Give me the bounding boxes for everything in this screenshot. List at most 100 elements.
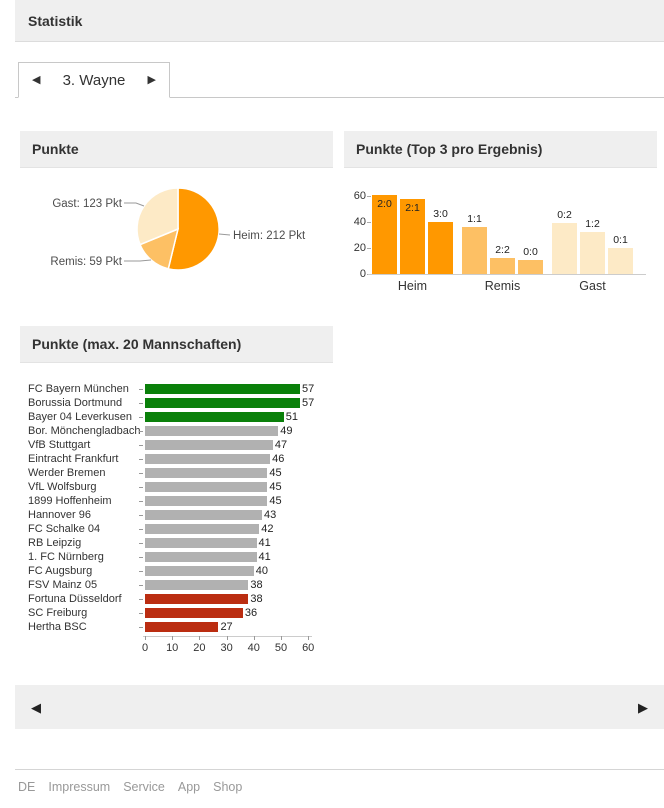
charts-row: Punkte Heim: 212 Pkt Remis: 59 Pkt Gast: 1… <box>20 131 664 312</box>
y-tick-label: 0 <box>359 268 366 280</box>
pager-bar: ◀ ▶ <box>15 685 664 729</box>
x-tick <box>172 636 174 640</box>
team-value-label: 38 <box>250 578 263 591</box>
category-tick <box>139 431 143 432</box>
footer-link-service[interactable]: Service <box>123 780 165 794</box>
footer-link-shop[interactable]: Shop <box>213 780 243 794</box>
team-value-label: 43 <box>263 508 277 521</box>
team-bar <box>145 412 284 422</box>
pager-prev-icon[interactable]: ◀ <box>31 699 41 715</box>
category-tick <box>139 487 143 488</box>
team-bar <box>145 454 271 464</box>
x-tick <box>308 636 310 640</box>
bar-remis-2:2 <box>490 258 515 274</box>
pie-label-line <box>124 202 145 207</box>
top3-bar-chart: 0 20 40 60 2:0 2:1 3:0 Heim 1:1 2:2 0:0 Remis 0:2 1:2… <box>344 182 657 306</box>
panel-teams: Punkte (max. 20 Mannschaften) FC Bayern … <box>20 326 333 659</box>
team-value-label: 49 <box>280 424 293 437</box>
panel-punkte: Punkte Heim: 212 Pkt Remis: 59 Pkt Gast: 1… <box>20 131 333 312</box>
tab-next-icon[interactable]: ▶ <box>147 73 156 86</box>
category-tick <box>139 571 143 572</box>
team-bar <box>145 384 301 394</box>
footer-link-app[interactable]: App <box>177 780 201 794</box>
team-label: FC Schalke 04 <box>28 522 101 535</box>
bar-gast-0:2 <box>552 223 577 274</box>
team-label: VfL Wolfsburg <box>28 480 97 493</box>
y-tick-label: 20 <box>353 242 366 254</box>
teams-bar-chart: FC Bayern München 57 Borussia Dortmund 57 Ba… <box>20 363 333 659</box>
x-axis-line <box>143 636 313 637</box>
category-tick <box>139 417 143 418</box>
x-axis-line <box>368 274 646 275</box>
team-value-label: 40 <box>255 564 269 577</box>
team-bar <box>145 622 219 632</box>
pie-slice-gast <box>136 187 179 246</box>
panel-top3-title: Punkte (Top 3 pro Ergebnis) <box>356 141 543 157</box>
y-tick <box>367 248 371 249</box>
bar-value-label: 2:1 <box>405 201 420 214</box>
y-tick-label: 60 <box>353 190 366 202</box>
bar-heim-2:0 <box>372 194 397 274</box>
team-bar <box>145 552 257 562</box>
y-tick <box>367 196 371 197</box>
panel-punkte-title: Punkte <box>32 141 79 157</box>
footer-link-de[interactable]: DE <box>18 780 36 794</box>
team-label: 1. FC Nürnberg <box>28 550 104 563</box>
category-tick <box>139 529 143 530</box>
pie-chart-svg: Heim: 212 Pkt Remis: 59 Pkt Gast: 123 Pkt <box>50 187 306 271</box>
footer-links: DE Impressum Service App Shop <box>18 780 664 794</box>
team-bar <box>145 524 260 534</box>
team-bar <box>145 398 301 408</box>
x-group-label-gast: Gast <box>579 279 606 293</box>
team-label: FC Bayern München <box>28 382 129 395</box>
team-value-label: 57 <box>302 382 315 395</box>
team-value-label: 38 <box>250 592 263 605</box>
pie-label-gast: Gast: 123 Pkt <box>52 198 122 210</box>
x-tick <box>253 636 255 640</box>
team-label: RB Leipzig <box>28 536 82 549</box>
tab-prev-icon[interactable]: ◀ <box>32 73 41 86</box>
bar-value-label: 2:2 <box>495 244 510 257</box>
team-label: FC Augsburg <box>28 564 93 577</box>
bar-value-label: 1:2 <box>585 218 600 231</box>
team-bar <box>145 426 279 436</box>
team-value-label: 27 <box>220 620 233 633</box>
footer-link-impressum[interactable]: Impressum <box>48 780 111 794</box>
panel-top3-header: Punkte (Top 3 pro Ergebnis) <box>344 131 657 168</box>
team-label: SC Freiburg <box>28 606 88 619</box>
team-label: VfB Stuttgart <box>28 438 91 451</box>
team-bar <box>145 608 243 618</box>
team-value-label: 41 <box>258 536 271 549</box>
team-value-label: 41 <box>258 550 271 563</box>
pie-label-line <box>218 233 231 236</box>
bar-heim-3:0 <box>428 222 453 274</box>
category-tick <box>139 627 143 628</box>
team-bar <box>145 496 268 506</box>
y-tick <box>367 222 371 223</box>
category-tick <box>139 403 143 404</box>
team-bar <box>145 510 262 520</box>
team-label: FSV Mainz 05 <box>28 578 98 591</box>
tab-member[interactable]: ◀ 3. Wayne ▶ <box>18 62 170 98</box>
x-group-label-remis: Remis <box>484 279 521 293</box>
pie-label-heim: Heim: 212 Pkt <box>233 230 306 242</box>
x-group-label-heim: Heim <box>397 279 428 293</box>
pie-label-line <box>124 259 152 262</box>
team-label: Bayer 04 Leverkusen <box>28 410 132 423</box>
bar-value-label: 3:0 <box>433 208 448 220</box>
team-label: Bor. Mönchengladbach <box>28 424 141 437</box>
x-tick-label: 20 <box>193 642 206 654</box>
page: Statistik ◀ 3. Wayne ▶ Punkte Heim: 212 … <box>15 0 664 794</box>
bar-remis-0:0 <box>518 259 543 274</box>
bar-value-label: 0:1 <box>613 234 628 246</box>
team-label: Hertha BSC <box>28 620 87 633</box>
bar-remis-1:1 <box>462 227 487 274</box>
category-tick <box>139 459 143 460</box>
category-tick <box>139 473 143 474</box>
team-value-label: 45 <box>269 466 282 479</box>
category-tick <box>139 515 143 516</box>
category-tick <box>139 445 143 446</box>
category-tick <box>139 613 143 614</box>
pager-next-icon[interactable]: ▶ <box>638 699 648 715</box>
bar-gast-1:2 <box>580 232 605 274</box>
